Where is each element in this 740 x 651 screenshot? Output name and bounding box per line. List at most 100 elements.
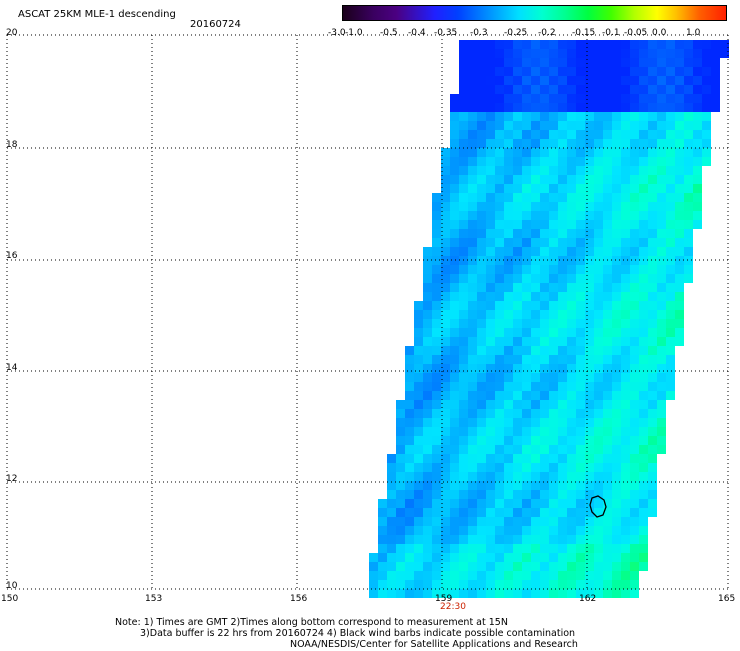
time-label: 22:30 [440,602,466,612]
swath-cell [648,436,657,445]
swath-cell [558,508,567,517]
swath-cell [522,346,531,355]
swath-cell [612,58,621,67]
swath-cell [513,103,522,112]
swath-cell [585,382,594,391]
swath-cell [639,391,648,400]
swath-cell [459,130,468,139]
swath-cell [450,94,459,103]
swath-cell [567,391,576,400]
swath-cell [477,193,486,202]
swath-cell [612,328,621,337]
swath-cell [486,58,495,67]
swath-cell [630,148,639,157]
swath-cell [522,535,531,544]
swath-cell [522,310,531,319]
swath-cell [549,193,558,202]
swath-cell [576,364,585,373]
swath-cell [423,517,432,526]
swath-cell [639,175,648,184]
swath-cell [396,589,405,598]
swath-cell [639,454,648,463]
swath-cell [468,166,477,175]
swath-cell [522,571,531,580]
swath-cell [567,553,576,562]
swath-cell [585,562,594,571]
swath-cell [531,535,540,544]
swath-cell [405,571,414,580]
swath-cell [675,166,684,175]
swath-cell [522,454,531,463]
swath-cell [585,589,594,598]
swath-cell [684,40,693,49]
swath-cell [630,526,639,535]
swath-cell [666,274,675,283]
swath-cell [693,157,702,166]
swath-cell [540,445,549,454]
swath-cell [459,346,468,355]
swath-cell [666,373,675,382]
swath-cell [558,229,567,238]
swath-cell [576,283,585,292]
swath-cell [558,193,567,202]
swath-cell [432,355,441,364]
swath-cell [432,301,441,310]
swath-cell [486,463,495,472]
swath-cell [387,463,396,472]
swath-cell [459,481,468,490]
swath-cell [477,148,486,157]
swath-cell [441,535,450,544]
swath-cell [576,418,585,427]
swath-cell [504,481,513,490]
swath-cell [459,328,468,337]
swath-cell [639,436,648,445]
swath-cell [414,445,423,454]
swath-cell [468,301,477,310]
swath-cell [432,247,441,256]
swath-cell [486,310,495,319]
swath-cell [576,121,585,130]
swath-cell [441,166,450,175]
swath-cell [630,400,639,409]
swath-cell [648,400,657,409]
swath-cell [486,148,495,157]
swath-cell [405,454,414,463]
swath-cell [531,157,540,166]
swath-cell [621,436,630,445]
swath-cell [594,418,603,427]
swath-cell [513,94,522,103]
swath-cell [495,553,504,562]
swath-cell [459,49,468,58]
swath-cell [648,463,657,472]
swath-cell [576,139,585,148]
swath-cell [684,85,693,94]
swath-cell [648,112,657,121]
swath-cell [504,193,513,202]
swath-cell [567,184,576,193]
swath-cell [540,94,549,103]
swath-cell [621,67,630,76]
swath-cell [603,184,612,193]
swath-cell [468,409,477,418]
swath-cell [612,346,621,355]
swath-cell [450,220,459,229]
swath-cell [693,166,702,175]
swath-cell [630,112,639,121]
swath-cell [666,193,675,202]
swath-cell [585,418,594,427]
swath-cell [567,121,576,130]
swath-cell [468,256,477,265]
swath-cell [585,139,594,148]
swath-cell [630,85,639,94]
swath-cell [441,418,450,427]
swath-cell [585,571,594,580]
swath-cell [648,337,657,346]
swath-cell [639,40,648,49]
swath-cell [513,481,522,490]
y-tick-16: 16 [6,251,18,261]
swath-cell [441,589,450,598]
swath-cell [549,310,558,319]
swath-cell [504,562,513,571]
swath-cell [549,220,558,229]
swath-cell [477,490,486,499]
